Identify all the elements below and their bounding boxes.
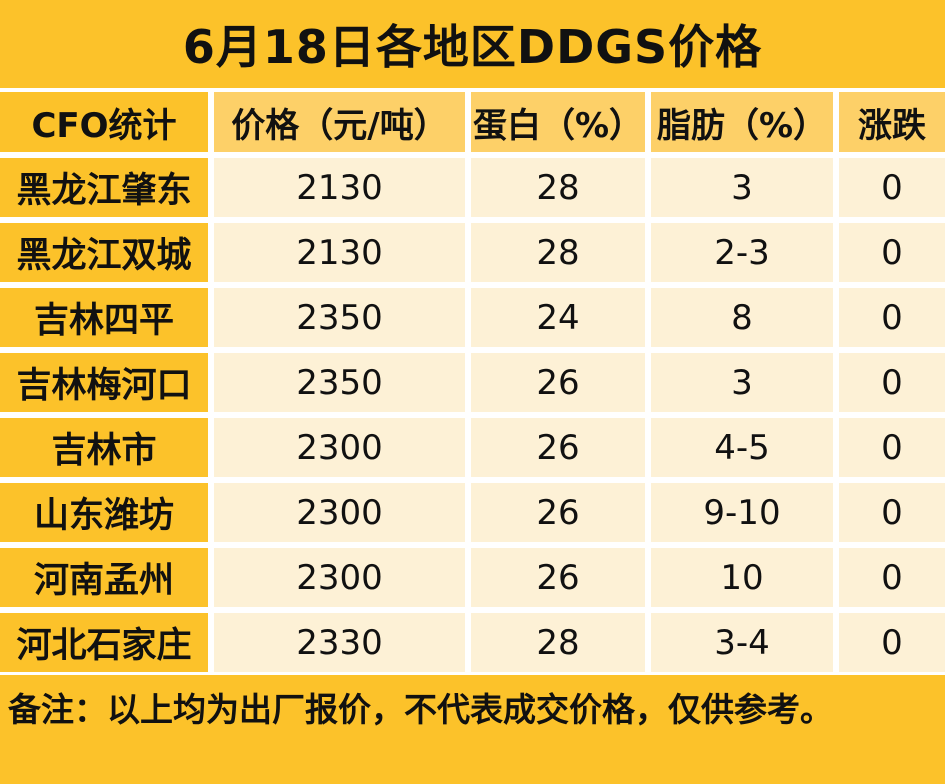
price-cell: 2300 <box>214 418 471 483</box>
fat-cell: 3 <box>651 353 839 418</box>
table-row: 吉林四平 2350 24 8 0 <box>0 288 945 353</box>
table-row: 黑龙江双城 2130 28 2-3 0 <box>0 223 945 288</box>
change-cell: 0 <box>839 418 945 483</box>
price-cell: 2350 <box>214 288 471 353</box>
price-cell: 2300 <box>214 483 471 548</box>
column-header-fat: 脂肪（%） <box>651 92 839 158</box>
table-row: 河北石家庄 2330 28 3-4 0 <box>0 613 945 678</box>
fat-cell: 2-3 <box>651 223 839 288</box>
footnote: 备注：以上均为出厂报价，不代表成交价格，仅供参考。 <box>0 675 945 784</box>
region-cell: 吉林梅河口 <box>0 353 214 418</box>
table-row: 吉林市 2300 26 4-5 0 <box>0 418 945 483</box>
price-cell: 2330 <box>214 613 471 678</box>
price-cell: 2300 <box>214 548 471 613</box>
table-row: 河南孟州 2300 26 10 0 <box>0 548 945 613</box>
price-cell: 2130 <box>214 223 471 288</box>
region-cell: 黑龙江肇东 <box>0 158 214 223</box>
protein-cell: 24 <box>471 288 651 353</box>
fat-cell: 8 <box>651 288 839 353</box>
region-cell: 河南孟州 <box>0 548 214 613</box>
protein-cell: 28 <box>471 613 651 678</box>
change-cell: 0 <box>839 483 945 548</box>
protein-cell: 26 <box>471 483 651 548</box>
column-header-change: 涨跌 <box>839 92 945 158</box>
fat-cell: 3-4 <box>651 613 839 678</box>
protein-cell: 26 <box>471 418 651 483</box>
fat-cell: 3 <box>651 158 839 223</box>
column-header-price: 价格（元/吨） <box>214 92 471 158</box>
protein-cell: 28 <box>471 223 651 288</box>
change-cell: 0 <box>839 223 945 288</box>
change-cell: 0 <box>839 353 945 418</box>
column-header-source: CFO统计 <box>0 92 214 158</box>
region-cell: 吉林四平 <box>0 288 214 353</box>
region-cell: 黑龙江双城 <box>0 223 214 288</box>
table-row: 山东潍坊 2300 26 9-10 0 <box>0 483 945 548</box>
price-table: CFO统计 价格（元/吨） 蛋白（%） 脂肪（%） 涨跌 黑龙江肇东 2130 … <box>0 92 945 678</box>
fat-cell: 10 <box>651 548 839 613</box>
fat-cell: 4-5 <box>651 418 839 483</box>
column-header-protein: 蛋白（%） <box>471 92 651 158</box>
change-cell: 0 <box>839 288 945 353</box>
change-cell: 0 <box>839 158 945 223</box>
region-cell: 河北石家庄 <box>0 613 214 678</box>
protein-cell: 26 <box>471 353 651 418</box>
change-cell: 0 <box>839 548 945 613</box>
table-row: 吉林梅河口 2350 26 3 0 <box>0 353 945 418</box>
protein-cell: 28 <box>471 158 651 223</box>
protein-cell: 26 <box>471 548 651 613</box>
table-header-row: CFO统计 价格（元/吨） 蛋白（%） 脂肪（%） 涨跌 <box>0 92 945 158</box>
page-title: 6月18日各地区DDGS价格 <box>0 0 945 88</box>
price-cell: 2350 <box>214 353 471 418</box>
region-cell: 吉林市 <box>0 418 214 483</box>
change-cell: 0 <box>839 613 945 678</box>
price-cell: 2130 <box>214 158 471 223</box>
fat-cell: 9-10 <box>651 483 839 548</box>
region-cell: 山东潍坊 <box>0 483 214 548</box>
table-row: 黑龙江肇东 2130 28 3 0 <box>0 158 945 223</box>
